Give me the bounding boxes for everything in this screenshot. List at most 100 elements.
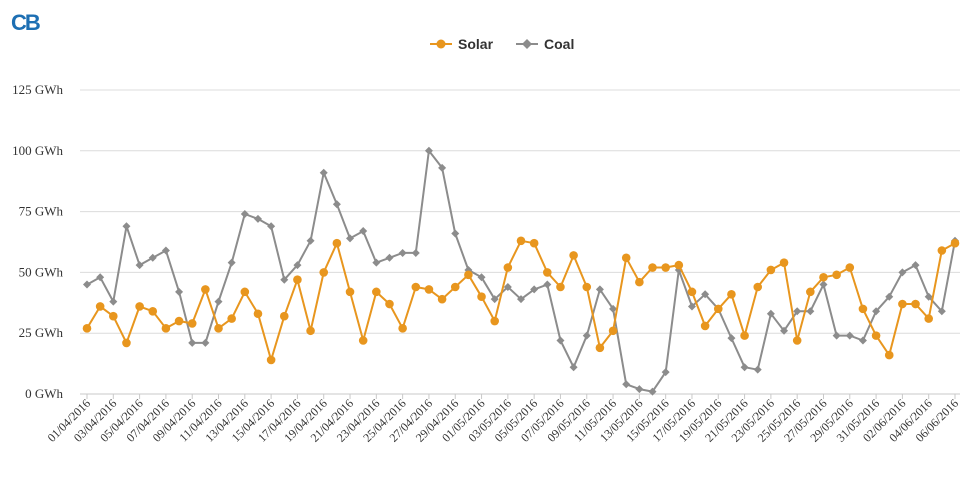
coal-data-point: [727, 334, 736, 343]
coal-data-point: [306, 236, 315, 245]
grid-lines: [80, 89, 960, 395]
y-tick-label: 25 GWh: [19, 325, 64, 340]
solar-data-point: [332, 238, 342, 248]
coal-data-point: [911, 261, 920, 270]
carbon-brief-logo: CB: [11, 8, 43, 36]
solar-data-point: [543, 268, 552, 277]
y-tick-label: 75 GWh: [19, 204, 64, 219]
coal-data-point: [293, 261, 302, 270]
solar-data-point: [595, 343, 605, 353]
solar-data-point: [832, 270, 841, 280]
coal-series-line: [86, 149, 956, 393]
solar-data-point: [871, 331, 881, 340]
solar-data-point: [372, 287, 381, 297]
solar-data-point: [950, 238, 960, 248]
coal-data-point: [872, 307, 881, 316]
solar-data-point: [95, 302, 105, 311]
solar-data-point: [279, 311, 289, 321]
series-group: [82, 146, 960, 396]
coal-data-point: [411, 248, 420, 257]
solar-data-point: [884, 350, 894, 360]
coal-data-point: [438, 163, 447, 172]
y-tick-label: 0 GWh: [25, 386, 63, 401]
coal-legend-marker-icon: [516, 39, 538, 49]
solar-data-point: [135, 302, 144, 311]
solar-data-point: [345, 287, 355, 297]
coal-data-point: [214, 297, 223, 306]
y-tick-label: 50 GWh: [19, 264, 64, 279]
solar-data-point: [661, 263, 670, 272]
coal-data-point: [398, 248, 407, 257]
solar-data-point: [174, 316, 184, 326]
solar-data-point: [674, 260, 684, 270]
y-tick-label: 100 GWh: [12, 143, 63, 158]
solar-data-point: [819, 272, 828, 282]
solar-data-point: [161, 324, 171, 333]
coal-data-point: [227, 258, 236, 267]
coal-data-point: [346, 234, 355, 243]
coal-data-point: [201, 338, 210, 347]
coal-data-point: [424, 146, 433, 155]
legend-item-solar[interactable]: Solar: [430, 36, 493, 52]
legend-item-coal[interactable]: Coal: [516, 36, 574, 52]
solar-data-point: [753, 282, 763, 292]
solar-data-point: [227, 314, 236, 323]
solar-data-point: [740, 331, 749, 340]
solar-data-point: [122, 338, 131, 348]
solar-data-point: [635, 277, 644, 287]
coal-data-point: [135, 261, 144, 270]
coal-data-point: [582, 331, 591, 340]
solar-data-point: [477, 292, 486, 302]
coal-data-point: [740, 363, 749, 372]
coal-data-point: [96, 273, 105, 282]
coal-data-point: [701, 290, 710, 299]
coal-data-point: [819, 280, 828, 289]
logo-mark: CB: [11, 10, 42, 35]
coal-data-point: [832, 331, 841, 340]
coal-data-point: [83, 280, 91, 289]
coal-data-point: [793, 307, 802, 316]
coal-data-point: [898, 268, 907, 277]
solar-data-point: [700, 321, 710, 331]
solar-data-point: [556, 282, 565, 292]
coal-data-point: [359, 227, 368, 236]
coal-data-point: [122, 222, 131, 231]
coal-data-point: [556, 336, 565, 345]
x-axis: 01/04/201603/04/201605/04/201607/04/2016…: [45, 394, 961, 445]
solar-data-point: [687, 287, 697, 297]
solar-data-point: [648, 263, 657, 272]
coal-data-point: [372, 258, 381, 267]
solar-data-point: [437, 294, 447, 304]
solar-data-point: [187, 319, 197, 328]
coal-data-point: [385, 253, 394, 262]
coal-data-point: [253, 214, 262, 223]
solar-data-point: [266, 355, 276, 365]
solar-data-point: [621, 253, 631, 263]
coal-data-point: [753, 365, 762, 374]
solar-legend-marker-icon: [430, 39, 452, 49]
coal-data-point: [280, 275, 289, 284]
coal-data-point: [845, 331, 854, 340]
coal-data-point: [595, 285, 604, 294]
solar-data-point: [411, 282, 421, 292]
legend-label-solar: Solar: [458, 36, 494, 52]
solar-data-point: [490, 316, 499, 326]
solar-data-point: [858, 304, 868, 314]
solar-data-point: [385, 299, 394, 309]
solar-data-point: [148, 307, 158, 316]
solar-data-point: [516, 236, 526, 246]
coal-data-point: [332, 200, 341, 209]
solar-data-point: [582, 282, 592, 292]
coal-data-point: [648, 387, 657, 396]
solar-data-point: [713, 304, 723, 314]
coal-data-point: [267, 222, 276, 231]
coal-data-point: [109, 297, 118, 306]
coal-data-point: [661, 368, 670, 377]
logo-text: CB: [11, 10, 40, 35]
coal-data-point: [885, 292, 894, 301]
solar-data-point: [293, 275, 302, 284]
coal-data-point: [188, 338, 197, 347]
coal-data-point: [503, 282, 512, 291]
coal-data-point: [490, 295, 499, 304]
